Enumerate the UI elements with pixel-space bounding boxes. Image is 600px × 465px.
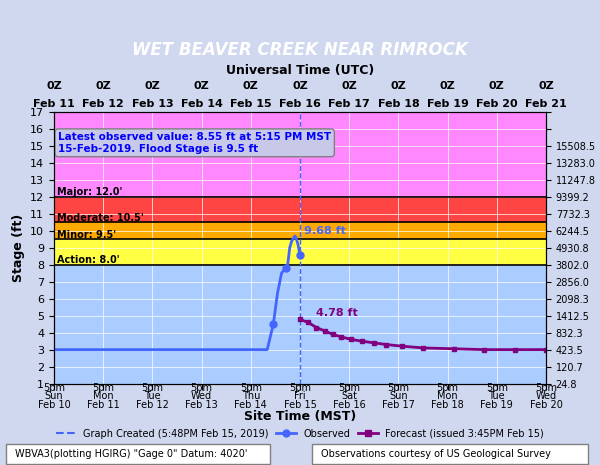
Text: Feb 20: Feb 20 xyxy=(476,100,518,109)
Legend: Graph Created (5:48PM Feb 15, 2019), Observed, Forecast (issued 3:45PM Feb 15): Graph Created (5:48PM Feb 15, 2019), Obs… xyxy=(52,425,548,443)
Text: Latest observed value: 8.55 ft at 5:15 PM MST
15-Feb-2019. Flood Stage is 9.5 ft: Latest observed value: 8.55 ft at 5:15 P… xyxy=(58,132,331,153)
Text: Wed: Wed xyxy=(191,392,212,401)
Text: 0Z: 0Z xyxy=(489,81,505,91)
Bar xyxy=(54,239,546,265)
Text: Major: 12.0': Major: 12.0' xyxy=(57,187,122,197)
Text: 0Z: 0Z xyxy=(194,81,209,91)
Text: Mon: Mon xyxy=(93,392,113,401)
Text: WBVA3(plotting HGIRG) "Gage 0" Datum: 4020': WBVA3(plotting HGIRG) "Gage 0" Datum: 40… xyxy=(15,449,247,459)
Text: Sun: Sun xyxy=(389,392,408,401)
Text: Wed: Wed xyxy=(535,392,557,401)
Text: 0Z: 0Z xyxy=(341,81,357,91)
Y-axis label: Stage (ft): Stage (ft) xyxy=(11,213,25,282)
Text: Feb 14: Feb 14 xyxy=(235,399,267,410)
Text: 0Z: 0Z xyxy=(95,81,111,91)
Text: 5pm: 5pm xyxy=(142,383,163,393)
Text: 5pm: 5pm xyxy=(535,383,557,393)
Text: Feb 20: Feb 20 xyxy=(530,399,562,410)
Text: Feb 14: Feb 14 xyxy=(181,100,223,109)
Text: Feb 10: Feb 10 xyxy=(38,399,70,410)
Text: Feb 18: Feb 18 xyxy=(377,100,419,109)
Text: Feb 16: Feb 16 xyxy=(279,100,321,109)
Text: Feb 19: Feb 19 xyxy=(427,100,469,109)
Text: Feb 12: Feb 12 xyxy=(82,100,124,109)
Text: 0Z: 0Z xyxy=(391,81,406,91)
Text: 0Z: 0Z xyxy=(538,81,554,91)
Text: 5pm: 5pm xyxy=(338,383,360,393)
FancyBboxPatch shape xyxy=(6,444,270,464)
Text: Feb 17: Feb 17 xyxy=(328,100,370,109)
Text: Thu: Thu xyxy=(242,392,260,401)
Bar xyxy=(54,222,546,239)
Text: Feb 21: Feb 21 xyxy=(525,100,567,109)
Text: Feb 11: Feb 11 xyxy=(87,399,119,410)
Text: 5pm: 5pm xyxy=(240,383,262,393)
Text: 4.78 ft: 4.78 ft xyxy=(316,308,358,319)
Text: Feb 11: Feb 11 xyxy=(33,100,75,109)
Text: Feb 13: Feb 13 xyxy=(185,399,218,410)
Text: Site Time (MST): Site Time (MST) xyxy=(244,410,356,423)
Text: Feb 12: Feb 12 xyxy=(136,399,169,410)
Text: Universal Time (UTC): Universal Time (UTC) xyxy=(226,65,374,77)
Text: Feb 16: Feb 16 xyxy=(333,399,365,410)
Text: Tue: Tue xyxy=(488,392,505,401)
Text: 5pm: 5pm xyxy=(388,383,409,393)
Bar xyxy=(54,112,546,197)
Text: Mon: Mon xyxy=(437,392,458,401)
Text: Feb 19: Feb 19 xyxy=(481,399,513,410)
Text: Feb 17: Feb 17 xyxy=(382,399,415,410)
Text: Feb 18: Feb 18 xyxy=(431,399,464,410)
Text: 0Z: 0Z xyxy=(243,81,259,91)
Text: Observations courtesy of US Geological Survey: Observations courtesy of US Geological S… xyxy=(321,449,551,459)
Text: Feb 13: Feb 13 xyxy=(131,100,173,109)
Text: Tue: Tue xyxy=(144,392,161,401)
Text: 0Z: 0Z xyxy=(440,81,455,91)
Text: WET BEAVER CREEK NEAR RIMROCK: WET BEAVER CREEK NEAR RIMROCK xyxy=(132,41,468,59)
Text: Sun: Sun xyxy=(44,392,64,401)
Text: Feb 15: Feb 15 xyxy=(284,399,316,410)
Text: Fri: Fri xyxy=(294,392,306,401)
Text: Action: 8.0': Action: 8.0' xyxy=(57,255,120,265)
Text: 0Z: 0Z xyxy=(46,81,62,91)
Text: Feb 15: Feb 15 xyxy=(230,100,272,109)
Text: 5pm: 5pm xyxy=(43,383,65,393)
Bar xyxy=(54,265,546,384)
Text: 5pm: 5pm xyxy=(191,383,212,393)
Text: 5pm: 5pm xyxy=(92,383,114,393)
Text: Sat: Sat xyxy=(341,392,357,401)
Text: 5pm: 5pm xyxy=(437,383,458,393)
Text: Minor: 9.5': Minor: 9.5' xyxy=(57,230,116,240)
Bar xyxy=(54,197,546,222)
Text: Moderate: 10.5': Moderate: 10.5' xyxy=(57,213,144,223)
Text: 5pm: 5pm xyxy=(486,383,508,393)
FancyBboxPatch shape xyxy=(312,444,588,464)
Text: 0Z: 0Z xyxy=(292,81,308,91)
Text: 9.68 ft: 9.68 ft xyxy=(304,226,346,236)
Text: 5pm: 5pm xyxy=(289,383,311,393)
Text: 0Z: 0Z xyxy=(145,81,160,91)
